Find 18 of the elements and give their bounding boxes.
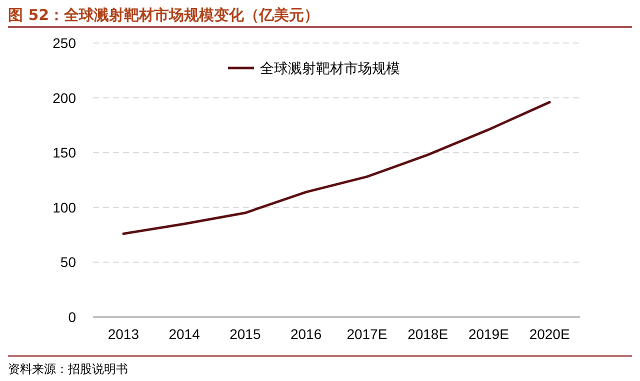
y-tick-label: 250 — [52, 35, 76, 51]
x-tick-label: 2019E — [468, 326, 509, 342]
x-tick-label: 2020E — [529, 326, 570, 342]
legend-label: 全球溅射靶材市场规模 — [260, 61, 400, 77]
x-tick-label: 2016 — [290, 326, 322, 342]
y-tick-label: 200 — [52, 90, 76, 106]
x-tick-label: 2018E — [408, 326, 448, 342]
y-tick-label: 150 — [52, 144, 76, 161]
x-tick-label: 2013 — [108, 326, 140, 342]
y-tick-label: 100 — [52, 199, 76, 216]
x-tick-label: 2015 — [230, 326, 261, 342]
line-series — [122, 100, 551, 235]
y-tick-label: 50 — [60, 254, 76, 270]
x-tick-label: 2017E — [346, 326, 388, 342]
title: 图 52：全球溅射靶材市场规模变化（亿美元） — [8, 6, 320, 24]
x-tick-label: 2014 — [168, 326, 200, 342]
text: 资料来源：招股说明书 — [8, 362, 128, 376]
y-tick-label: 0 — [68, 309, 76, 325]
